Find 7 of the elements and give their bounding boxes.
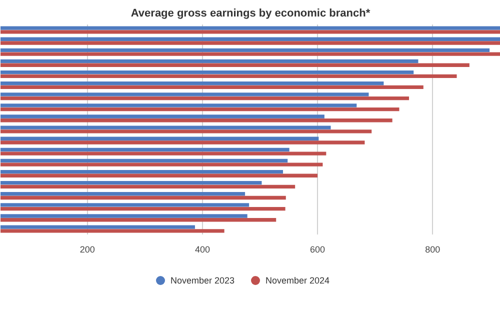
chart-title: Average gross earnings by economic branch* <box>130 8 371 20</box>
x-tick-label: 400 <box>194 244 210 254</box>
x-tick-label: 800 <box>425 244 440 254</box>
x-tick-label: 600 <box>310 244 326 254</box>
legend-label: November 2024 <box>266 276 330 286</box>
x-tick-label: 200 <box>80 244 95 254</box>
legend-label: November 2023 <box>170 276 235 286</box>
